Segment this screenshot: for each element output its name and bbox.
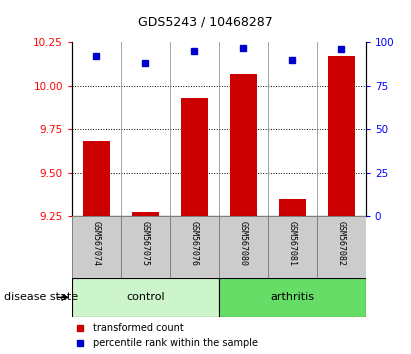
Text: GDS5243 / 10468287: GDS5243 / 10468287: [138, 16, 273, 29]
Text: GSM567080: GSM567080: [239, 221, 248, 266]
Text: transformed count: transformed count: [93, 322, 184, 332]
Text: arthritis: arthritis: [270, 292, 314, 302]
Text: GSM567074: GSM567074: [92, 221, 101, 266]
Text: GSM567075: GSM567075: [141, 221, 150, 266]
Bar: [132, 212, 159, 216]
Text: GSM567082: GSM567082: [337, 221, 346, 266]
Text: GSM567081: GSM567081: [288, 221, 297, 266]
Bar: [83, 141, 110, 216]
Bar: [328, 56, 355, 216]
Bar: [72, 278, 219, 317]
Bar: [279, 199, 306, 216]
Bar: [230, 74, 257, 216]
Bar: [268, 216, 317, 278]
Bar: [121, 216, 170, 278]
Bar: [72, 216, 121, 278]
Text: GSM567076: GSM567076: [190, 221, 199, 266]
Bar: [219, 278, 366, 317]
Text: control: control: [126, 292, 165, 302]
Bar: [219, 216, 268, 278]
Text: disease state: disease state: [4, 292, 78, 302]
Bar: [170, 216, 219, 278]
Bar: [317, 216, 366, 278]
Text: percentile rank within the sample: percentile rank within the sample: [93, 338, 258, 348]
Bar: [181, 98, 208, 216]
